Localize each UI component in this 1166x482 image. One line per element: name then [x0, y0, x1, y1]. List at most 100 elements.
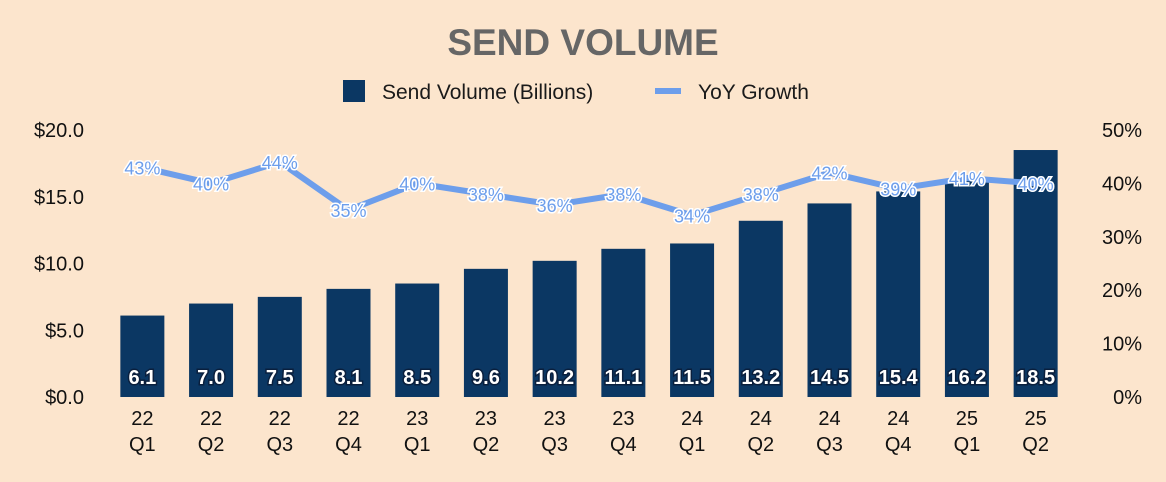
x-axis-year-label: 23 — [475, 408, 497, 430]
x-axis-year-label: 25 — [956, 408, 978, 430]
bar — [738, 220, 783, 397]
x-axis-year-label: 23 — [406, 408, 428, 430]
bar-series — [120, 150, 1058, 397]
x-axis-year-label: 23 — [544, 408, 566, 430]
bar-value-label: 7.5 — [266, 367, 294, 389]
yoy-growth-point — [414, 180, 421, 187]
x-axis-year-label: 24 — [750, 408, 772, 430]
right-axis-tick-label: 20% — [1102, 280, 1142, 302]
x-axis: 22 Q1 22 Q2 22 Q3 22 Q4 23 Q1 23 Q2 23 Q3 23 Q4 24 Q1 24 Q2… — [129, 408, 1049, 456]
yoy-growth-label: 40% — [193, 174, 229, 194]
bar-value-label: 6.1 — [128, 367, 156, 389]
bar-value-label: 16.2 — [947, 367, 986, 389]
yoy-growth-point — [895, 185, 902, 192]
bar — [532, 260, 577, 397]
x-axis-quarter-label: Q1 — [679, 434, 706, 456]
x-axis-year-label: 22 — [337, 408, 359, 430]
yoy-growth-point — [208, 180, 215, 187]
bar-value-label: 10.2 — [535, 367, 574, 389]
yoy-growth-point — [620, 191, 627, 198]
yoy-growth-label: 34% — [674, 206, 710, 226]
x-axis-year-label: 22 — [200, 408, 222, 430]
line-label-group: 43% 40% 44% 35% 40% 38% 36% 38% 34% 38% 42% 39% 41% 4… — [123, 152, 1055, 228]
yoy-growth-point — [139, 164, 146, 171]
yoy-growth-point — [689, 212, 696, 219]
right-axis-tick-label: 0% — [1113, 387, 1142, 409]
right-axis-tick-label: 50% — [1102, 120, 1142, 142]
yoy-growth-line — [141, 159, 1036, 219]
right-axis-tick-label: 10% — [1102, 334, 1142, 356]
yoy-growth-label: 38% — [468, 185, 504, 205]
yoy-growth-point — [963, 175, 970, 182]
x-axis-quarter-label: Q2 — [198, 434, 225, 456]
bar — [463, 268, 508, 397]
right-axis-tick-label: 40% — [1102, 173, 1142, 195]
bar-value-label: 11.5 — [673, 367, 711, 389]
legend-label-yoy-growth: YoY Growth — [698, 81, 809, 104]
bar-value-label: 9.6 — [472, 367, 500, 389]
bar-value-label: 11.1 — [604, 367, 642, 389]
x-axis-quarter-label: Q2 — [473, 434, 500, 456]
bar-value-label: 18.5 — [1016, 367, 1055, 389]
x-axis-quarter-label: Q1 — [129, 434, 156, 456]
yoy-growth-label: 44% — [262, 153, 298, 173]
left-axis-tick-label: $20.0 — [34, 120, 84, 142]
bar-value-label: 13.2 — [741, 367, 780, 389]
x-axis-quarter-label: Q3 — [541, 434, 568, 456]
yoy-growth-point — [1032, 180, 1039, 187]
x-axis-year-label: 22 — [131, 408, 153, 430]
legend-swatch-send-volume — [343, 80, 365, 102]
bar — [326, 288, 371, 397]
yoy-growth-point — [551, 201, 558, 208]
right-axis-tick-label: 30% — [1102, 227, 1142, 249]
x-axis-year-label: 24 — [887, 408, 909, 430]
bar-value-label: 7.0 — [197, 367, 225, 389]
bar — [601, 248, 646, 397]
yoy-growth-label: 42% — [811, 164, 847, 184]
bar — [1013, 150, 1058, 397]
line-series — [139, 159, 1039, 219]
bar-value-label: 15.4 — [879, 367, 919, 389]
yoy-growth-label: 39% — [880, 180, 916, 200]
yoy-growth-point — [826, 169, 833, 176]
x-axis-quarter-label: Q1 — [404, 434, 431, 456]
bar-label-group: 6.1 7.0 7.5 8.1 8.5 9.6 10.2 11.1 11.5 13.2 14.5 15… — [127, 366, 1057, 391]
yoy-growth-label: 40% — [1018, 174, 1054, 194]
yoy-growth-label: 35% — [330, 201, 366, 221]
bar — [944, 180, 989, 397]
left-axis-tick-label: $0.0 — [45, 387, 84, 409]
x-axis-quarter-label: Q4 — [610, 434, 637, 456]
bar-value-label: 8.5 — [403, 367, 431, 389]
legend-label-send-volume: Send Volume (Billions) — [382, 81, 593, 104]
x-axis-year-label: 23 — [612, 408, 634, 430]
yoy-growth-label: 40% — [399, 174, 435, 194]
bar — [189, 303, 234, 397]
x-axis-quarter-label: Q3 — [266, 434, 293, 456]
yoy-growth-point — [345, 207, 352, 214]
bar — [876, 191, 921, 397]
left-axis-tick-label: $10.0 — [34, 254, 84, 276]
x-axis-year-label: 24 — [681, 408, 703, 430]
left-axis-tick-label: $15.0 — [34, 187, 84, 209]
x-axis-quarter-label: Q1 — [954, 434, 981, 456]
bar — [395, 283, 440, 397]
legend: Send Volume (Billions) YoY Growth — [343, 80, 809, 104]
yoy-growth-label: 36% — [537, 196, 573, 216]
bar-value-label: 8.1 — [335, 367, 363, 389]
yoy-growth-point — [276, 159, 283, 166]
right-axis: 0% 10% 20% 30% 40% 50% — [1102, 120, 1142, 409]
x-axis-quarter-label: Q4 — [885, 434, 912, 456]
x-axis-quarter-label: Q4 — [335, 434, 362, 456]
x-axis-year-label: 25 — [1025, 408, 1047, 430]
yoy-growth-label: 41% — [949, 169, 985, 189]
yoy-growth-label: 43% — [124, 158, 160, 178]
left-axis: $0.0 $5.0 $10.0 $15.0 $20.0 — [34, 120, 84, 409]
yoy-growth-label: 38% — [605, 185, 641, 205]
bar-value-label: 14.5 — [810, 367, 849, 389]
bar — [257, 296, 302, 397]
x-axis-quarter-label: Q2 — [1022, 434, 1049, 456]
chart-title: SEND VOLUME — [447, 22, 718, 63]
yoy-growth-label: 38% — [743, 185, 779, 205]
